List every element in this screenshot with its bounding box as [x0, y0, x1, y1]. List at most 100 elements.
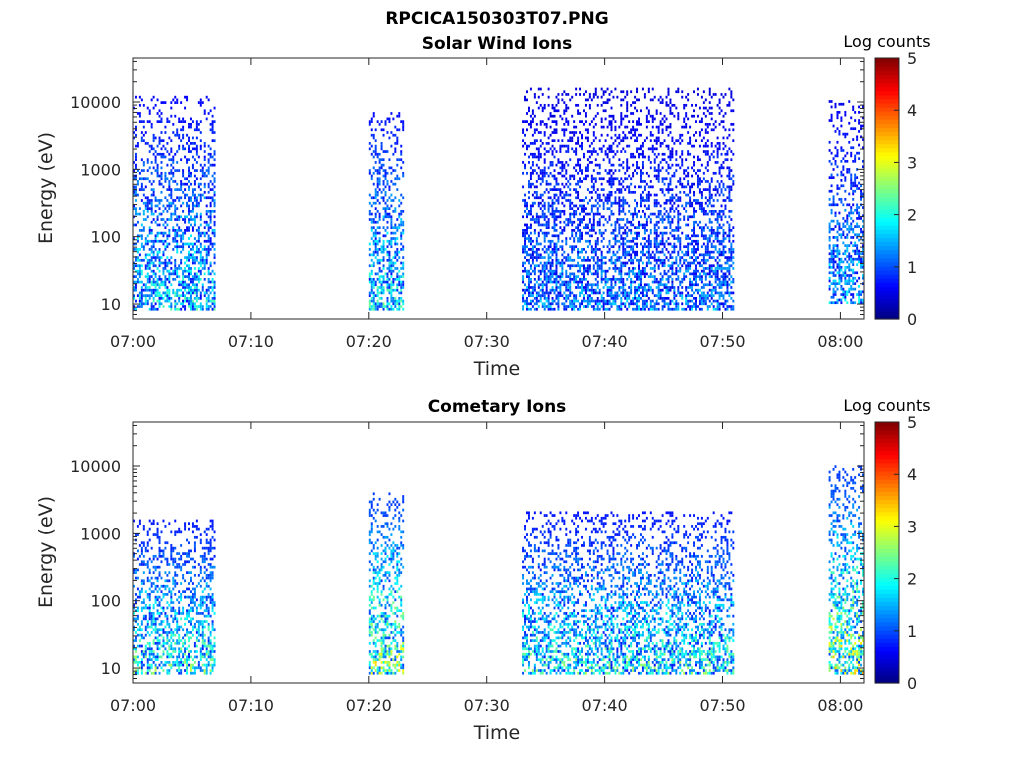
spectrogram-cell — [592, 291, 595, 295]
spectrogram-cell — [706, 163, 709, 167]
spectrogram-cell — [677, 239, 680, 243]
spectrogram-cell — [199, 269, 202, 273]
spectrogram-cell — [205, 220, 208, 224]
spectrogram-cell — [189, 150, 192, 153]
spectrogram-cell — [687, 234, 690, 238]
spectrogram-cell — [630, 220, 633, 224]
spectrogram-cell — [716, 250, 719, 254]
spectrogram-cell — [661, 215, 664, 219]
spectrogram-cell — [638, 299, 640, 303]
spectrogram-cell — [706, 150, 709, 153]
spectrogram-cell — [158, 264, 161, 268]
spectrogram-cell — [693, 161, 696, 164]
spectrogram-cell — [176, 275, 179, 278]
spectrogram-cell — [199, 277, 202, 281]
spectrogram-cell — [140, 286, 143, 289]
spectrogram-cell — [638, 234, 640, 238]
spectrogram-cell — [170, 305, 173, 308]
spectrogram-cell — [685, 258, 688, 262]
spectrogram-cell — [543, 283, 546, 287]
spectrogram-cell — [158, 250, 161, 254]
spectrogram-cell — [142, 294, 145, 297]
spectrogram-cell — [695, 258, 697, 262]
spectrogram-cell — [708, 253, 711, 257]
spectrogram-cell — [174, 305, 177, 308]
spectrogram-cell — [136, 144, 139, 148]
spectrogram-cell — [211, 280, 214, 284]
spectrogram-cell — [376, 193, 379, 197]
spectrogram-cell — [207, 171, 210, 175]
spectrogram-cell — [600, 188, 603, 191]
spectrogram-cell — [160, 155, 163, 159]
spectrogram-cell — [545, 180, 548, 183]
spectrogram-cell — [213, 296, 216, 300]
spectrogram-cell — [695, 171, 697, 175]
spectrogram-cell — [144, 204, 147, 208]
spectrogram-cell — [657, 163, 660, 167]
spectrogram-cell — [632, 163, 635, 167]
spectrogram-cell — [706, 291, 709, 295]
spectrogram-cell — [207, 209, 210, 213]
spectrogram-cell — [189, 248, 192, 251]
spectrogram-cell — [539, 152, 542, 156]
spectrogram-cell — [677, 250, 680, 254]
spectrogram-cell — [583, 226, 585, 230]
spectrogram-cell — [700, 207, 703, 210]
spectrogram-cell — [168, 180, 171, 183]
spectrogram-cell — [136, 220, 139, 224]
spectrogram-cell — [144, 253, 147, 257]
spectrogram-cell — [557, 286, 560, 289]
spectrogram-cell — [638, 305, 640, 308]
spectrogram-cell — [380, 250, 383, 254]
spectrogram-cell — [150, 144, 153, 148]
spectrogram-cell — [588, 155, 591, 159]
spectrogram-cell — [618, 286, 621, 289]
spectrogram-cell — [537, 174, 540, 178]
spectrogram-cell — [368, 248, 371, 251]
spectrogram-cell — [176, 133, 179, 137]
spectrogram-cell — [213, 302, 216, 306]
spectrogram-cell — [563, 185, 566, 189]
spectrogram-cell — [584, 258, 587, 262]
spectrogram-cell — [178, 280, 181, 284]
spectrogram-cell — [207, 277, 210, 281]
spectrogram-cell — [390, 193, 393, 197]
spectrogram-cell — [708, 239, 711, 243]
spectrogram-cell — [702, 234, 705, 238]
spectrogram-cell — [669, 231, 672, 235]
spectrogram-cell — [628, 174, 631, 178]
spectrogram-cell — [529, 264, 532, 268]
spectrogram-cell — [600, 277, 603, 281]
spectrogram-cell — [655, 239, 658, 243]
spectrogram-cell — [710, 142, 713, 145]
spectrogram-cell — [579, 204, 582, 208]
spectrogram-cell — [146, 199, 149, 202]
spectrogram-cell — [195, 307, 198, 311]
spectrogram-cell — [671, 277, 674, 281]
spectrogram-cell — [553, 131, 556, 134]
spectrogram-cell — [622, 253, 625, 257]
spectrogram-cell — [565, 182, 568, 186]
spectrogram-cell — [172, 174, 175, 178]
spectrogram-cell — [618, 256, 621, 259]
spectrogram-cell — [588, 299, 591, 303]
spectrogram-cell — [681, 139, 684, 143]
spectrogram-cell — [553, 215, 556, 219]
spectrogram-cell — [535, 264, 538, 268]
spectrogram-cell — [148, 248, 151, 251]
spectrogram-cell — [213, 185, 216, 189]
spectrogram-cell — [170, 283, 173, 287]
spectrogram-cell — [663, 201, 666, 205]
spectrogram-cell — [614, 201, 617, 205]
spectrogram-cell — [708, 234, 711, 238]
spectrogram-cell — [201, 283, 204, 287]
spectrogram-cell — [160, 212, 163, 216]
spectrogram-cell — [563, 144, 566, 148]
spectrogram-cell — [524, 239, 527, 243]
spectrogram-cell — [716, 269, 719, 273]
spectrogram-cell — [555, 269, 558, 273]
spectrogram-cell — [661, 261, 664, 265]
spectrogram-cell — [683, 207, 686, 210]
spectrogram-cell — [594, 177, 597, 181]
spectrogram-cell — [667, 302, 670, 306]
